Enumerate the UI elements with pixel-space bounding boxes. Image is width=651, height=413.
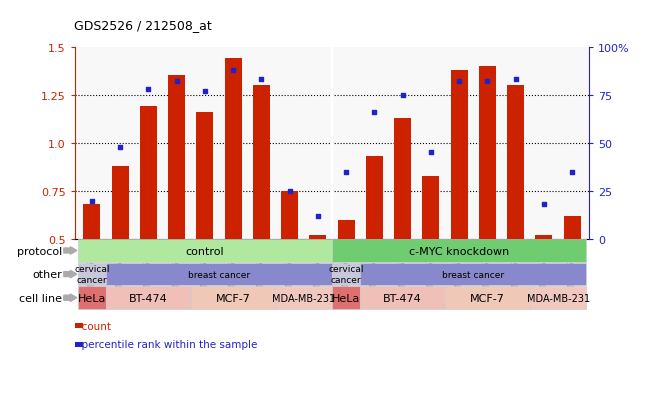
Bar (281, 192, 298, 240)
Bar (394, 119, 411, 240)
Bar (197, 113, 214, 240)
Point (115, 144, 125, 151)
Text: cervical
cancer: cervical cancer (328, 265, 364, 284)
Text: percentile rank within the sample: percentile rank within the sample (75, 339, 257, 349)
Text: count: count (75, 321, 111, 331)
Text: control: control (186, 246, 224, 256)
Point (143, 86, 154, 93)
Point (426, 150, 436, 157)
Point (539, 202, 549, 208)
Bar (111, 166, 128, 240)
Text: MDA-MB-231: MDA-MB-231 (527, 293, 590, 303)
Point (200, 88, 210, 95)
Text: BT-474: BT-474 (129, 293, 168, 303)
Point (341, 169, 352, 176)
Point (171, 79, 182, 85)
Bar (507, 86, 524, 240)
Point (369, 109, 380, 116)
Text: other: other (32, 269, 62, 280)
Text: MCF-7: MCF-7 (470, 293, 505, 303)
Text: cervical
cancer: cervical cancer (74, 265, 109, 284)
Point (482, 79, 493, 85)
Text: protocol: protocol (16, 246, 62, 256)
Text: MDA-MB-231: MDA-MB-231 (272, 293, 335, 303)
Point (228, 67, 238, 74)
Text: MCF-7: MCF-7 (215, 293, 251, 303)
Text: BT-474: BT-474 (383, 293, 422, 303)
Point (398, 92, 408, 99)
Text: c-MYC knockdown: c-MYC knockdown (409, 246, 509, 256)
Text: cell line: cell line (19, 293, 62, 303)
Point (256, 77, 266, 83)
Point (284, 188, 295, 195)
Bar (479, 67, 496, 240)
Bar (140, 107, 157, 240)
Text: HeLa: HeLa (332, 293, 360, 303)
Bar (168, 76, 185, 240)
Point (510, 77, 521, 83)
Bar (366, 157, 383, 240)
Bar (450, 71, 467, 240)
Bar (422, 176, 439, 240)
Point (454, 79, 464, 85)
Text: breast cancer: breast cancer (442, 270, 505, 279)
Bar (536, 236, 553, 240)
Text: breast cancer: breast cancer (188, 270, 250, 279)
Bar (225, 59, 242, 240)
Bar (309, 236, 326, 240)
Point (87, 198, 97, 204)
Text: HeLa: HeLa (77, 293, 106, 303)
Point (312, 213, 323, 220)
Bar (564, 216, 581, 240)
Bar (83, 205, 100, 240)
Bar (338, 221, 355, 240)
Text: GDS2526 / 212508_at: GDS2526 / 212508_at (74, 19, 212, 31)
Bar (253, 86, 270, 240)
Point (567, 169, 577, 176)
